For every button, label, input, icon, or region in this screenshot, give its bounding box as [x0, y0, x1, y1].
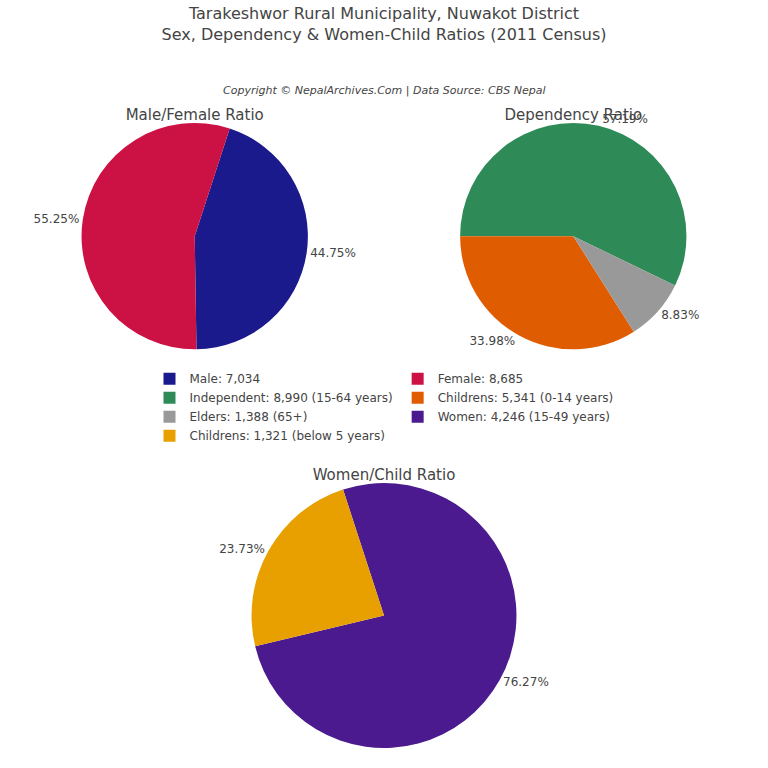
- svg-text:23.73%: 23.73%: [219, 542, 265, 556]
- svg-text:Male/Female Ratio: Male/Female Ratio: [126, 106, 264, 124]
- svg-text:55.25%: 55.25%: [34, 212, 80, 226]
- svg-text:Dependency Ratio: Dependency Ratio: [504, 106, 642, 124]
- svg-text:44.75%: 44.75%: [310, 246, 356, 260]
- svg-text:Women/Child Ratio: Women/Child Ratio: [313, 466, 456, 484]
- svg-text:33.98%: 33.98%: [469, 334, 515, 348]
- svg-text:Women: 4,246 (15-49 years): Women: 4,246 (15-49 years): [438, 410, 610, 424]
- svg-text:Elders: 1,388 (65+): Elders: 1,388 (65+): [190, 410, 308, 424]
- svg-text:Childrens: 5,341 (0-14 years): Childrens: 5,341 (0-14 years): [438, 391, 614, 405]
- svg-text:Female: 8,685: Female: 8,685: [438, 372, 524, 386]
- svg-text:Childrens: 1,321 (below 5 year: Childrens: 1,321 (below 5 years): [190, 429, 385, 443]
- svg-text:Male: 7,034: Male: 7,034: [190, 372, 261, 386]
- svg-text:76.27%: 76.27%: [503, 675, 549, 689]
- svg-text:Tarakeshwor Rural Municipality: Tarakeshwor Rural Municipality, Nuwakot …: [162, 4, 607, 44]
- svg-text:Copyright © NepalArchives.Com: Copyright © NepalArchives.Com | Data Sou…: [223, 84, 545, 97]
- svg-text:57.19%: 57.19%: [602, 112, 648, 126]
- svg-text:8.83%: 8.83%: [661, 308, 699, 322]
- svg-text:Independent: 8,990 (15-64 year: Independent: 8,990 (15-64 years): [190, 391, 393, 405]
